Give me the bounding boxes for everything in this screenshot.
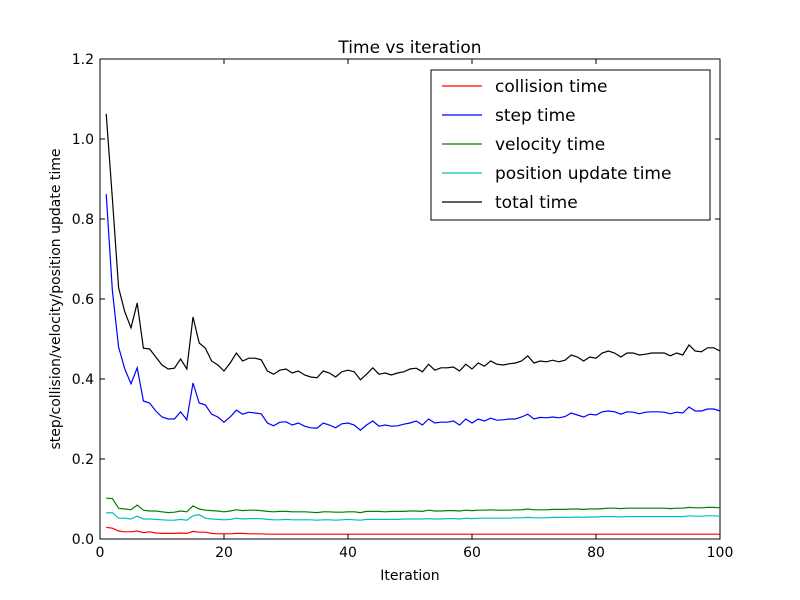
x-tick-label: 20 (215, 545, 233, 561)
legend-label-5: total time (495, 193, 578, 213)
y-tick-label: 0.8 (72, 212, 94, 228)
y-tick-label: 1.0 (72, 132, 94, 148)
plot-area: 0 20 40 60 80 100 0.0 0.2 0.4 0.6 0.8 1.0 1.2 (72, 52, 734, 561)
y-axis-label: step/collision/velocity/position update … (48, 148, 64, 449)
y-tick-label: 1.2 (72, 52, 94, 68)
series-line-5 (105, 113, 721, 381)
y-tick-label: 0.2 (72, 452, 94, 468)
x-axis-label: Iteration (380, 568, 439, 584)
series-layer (105, 113, 721, 535)
x-tick-label: 60 (463, 545, 481, 561)
legend-frame (430, 69, 711, 221)
legend: collision time step time velocity time posi… (430, 69, 711, 221)
x-tick-label: 100 (707, 545, 734, 561)
x-tick-label: 80 (587, 545, 605, 561)
tick-layer: 0 20 40 60 80 100 0.0 0.2 0.4 0.6 0.8 1.0 1.2 (72, 52, 734, 561)
x-tick-label: 0 (96, 545, 105, 561)
legend-label-4: position update time (495, 164, 671, 184)
legend-entries: collision time step time velocity time posi… (442, 77, 671, 213)
chart-title: Time vs iteration (337, 38, 481, 58)
series-line-3 (106, 497, 721, 514)
series-line-2 (105, 194, 721, 431)
x-tick-label: 40 (339, 545, 357, 561)
y-tick-label: 0.4 (72, 372, 94, 388)
legend-label-1: collision time (495, 77, 607, 97)
series-line-1 (106, 526, 720, 535)
y-tick-label: 0.6 (72, 292, 94, 308)
legend-label-3: velocity time (495, 135, 605, 155)
series-line-4 (106, 511, 721, 521)
y-tick-label: 0.0 (72, 532, 94, 548)
legend-label-2: step time (495, 106, 576, 126)
